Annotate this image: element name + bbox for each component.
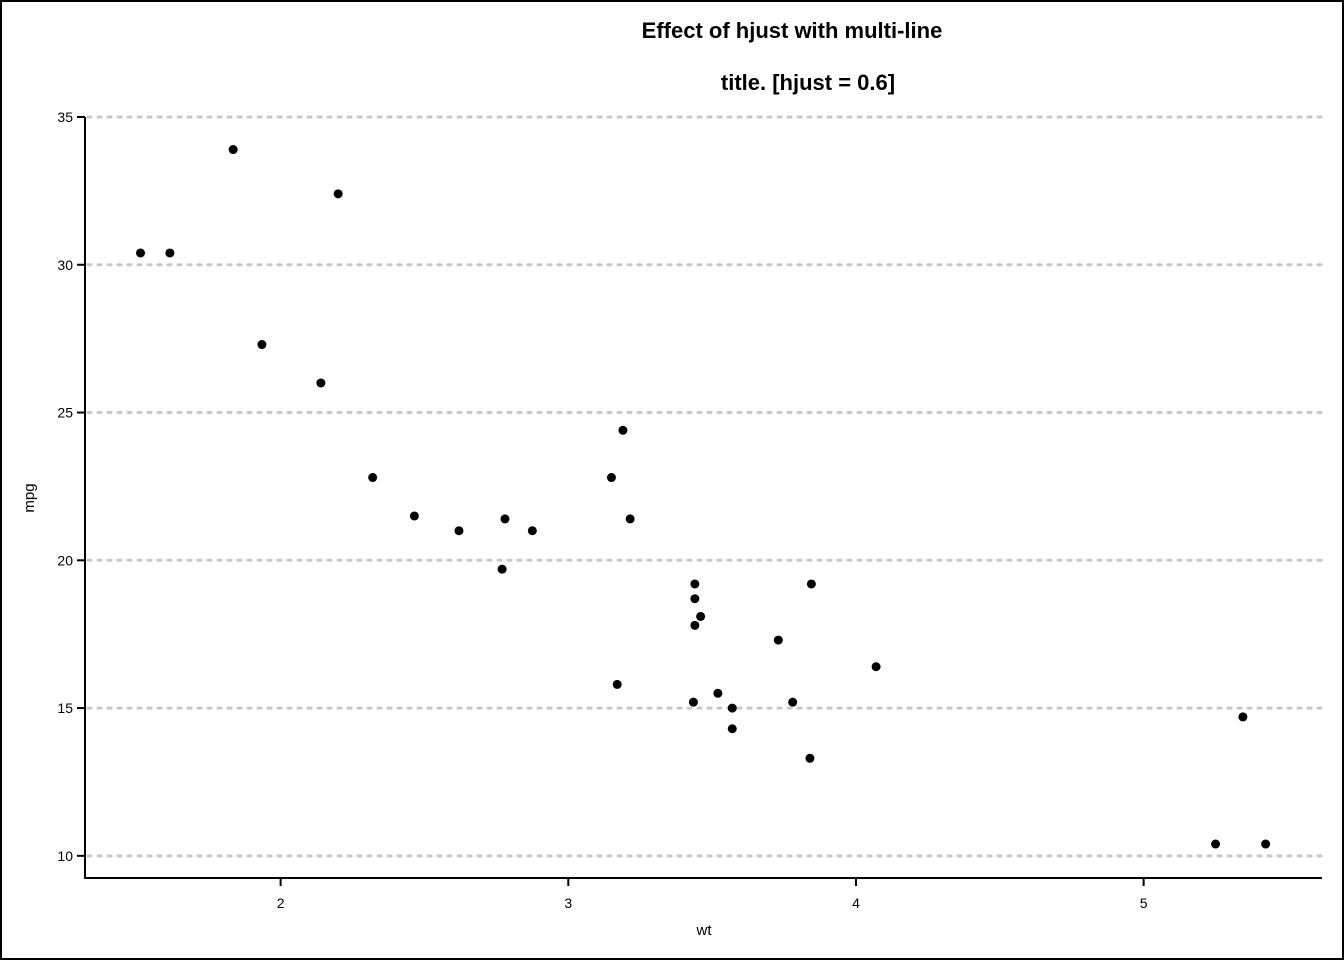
data-point-27 (806, 579, 816, 589)
data-point-16 (688, 697, 698, 707)
data-point-19 (690, 620, 700, 630)
data-point-11 (527, 526, 537, 536)
data-point-2 (228, 145, 238, 155)
data-point-0 (136, 248, 146, 258)
x-axis-ticks: 2 3 4 5 (277, 878, 1148, 911)
x-axis-title: wt (696, 922, 713, 939)
data-point-20 (696, 611, 706, 621)
data-point-9 (497, 564, 507, 574)
data-point-8 (454, 526, 464, 536)
data-point-21 (713, 688, 723, 698)
x-tick-label: 3 (564, 895, 572, 911)
data-point-24 (773, 635, 783, 645)
gridlines (86, 115, 1324, 858)
data-point-10 (500, 514, 510, 524)
x-tick-label: 4 (852, 895, 860, 911)
data-point-17 (690, 594, 700, 604)
axes (84, 117, 1322, 879)
chart-title-line-2: title. [hjust = 0.6] (721, 70, 895, 95)
data-point-6 (368, 473, 378, 483)
y-tick-label: 30 (57, 257, 73, 273)
data-point-30 (1238, 712, 1248, 722)
y-axis-title: mpg (21, 483, 38, 512)
x-tick-label: 2 (277, 895, 285, 911)
data-points (136, 145, 1271, 849)
data-point-5 (333, 189, 343, 199)
data-point-29 (1211, 839, 1221, 849)
chart-title-line-1: Effect of hjust with multi-line (642, 18, 943, 43)
data-point-13 (612, 679, 622, 689)
y-tick-label: 10 (57, 848, 73, 864)
y-tick-label: 25 (57, 405, 73, 421)
data-point-26 (805, 753, 815, 763)
data-point-28 (871, 662, 881, 672)
data-point-7 (409, 511, 419, 521)
data-point-15 (625, 514, 635, 524)
y-tick-label: 35 (57, 109, 73, 125)
y-axis-ticks: 10 15 20 25 30 35 (57, 109, 85, 864)
data-point-18 (690, 579, 700, 589)
data-point-4 (316, 378, 326, 388)
y-tick-label: 15 (57, 700, 73, 716)
data-point-31 (1261, 839, 1271, 849)
data-point-23 (727, 724, 737, 734)
data-point-3 (257, 340, 267, 350)
x-tick-label: 5 (1140, 895, 1148, 911)
y-tick-label: 20 (57, 552, 73, 568)
data-point-14 (618, 425, 628, 435)
data-point-12 (606, 473, 616, 483)
data-point-22 (727, 703, 737, 713)
data-point-25 (788, 697, 798, 707)
data-point-1 (165, 248, 175, 258)
